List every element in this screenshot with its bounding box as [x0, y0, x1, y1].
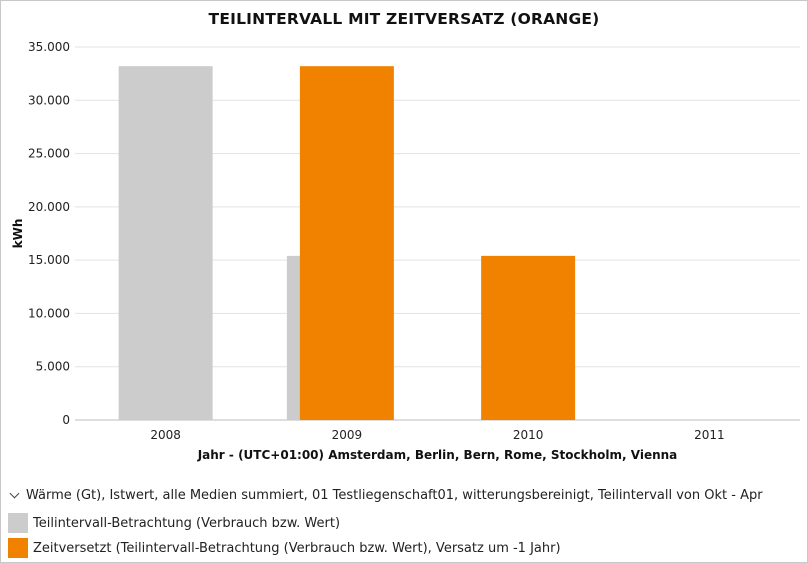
y-tick-label: 25.000: [28, 147, 70, 161]
x-tick-label: 2011: [694, 428, 725, 442]
y-tick-label: 35.000: [28, 40, 70, 54]
legend-item-teilintervall[interactable]: Teilintervall-Betrachtung (Verbrauch bzw…: [8, 513, 340, 533]
legend-item-label: Teilintervall-Betrachtung (Verbrauch bzw…: [33, 515, 341, 531]
y-tick-label: 5.000: [36, 360, 70, 374]
chevron-down-icon[interactable]: [9, 488, 20, 499]
y-tick-label: 15.000: [28, 253, 70, 267]
x-axis-label: Jahr - (UTC+01:00) Amsterdam, Berlin, Be…: [197, 448, 678, 462]
legend-swatch: [8, 513, 28, 533]
x-tick-label: 2008: [150, 428, 181, 442]
bar-zeitversetzt: [299, 66, 394, 420]
legend-item-label: Zeitversetzt (Teilintervall-Betrachtung …: [33, 540, 561, 556]
y-tick-label: 0: [62, 413, 70, 427]
bar-teilintervall: [118, 66, 213, 420]
legend-item-zeitversetzt[interactable]: Zeitversetzt (Teilintervall-Betrachtung …: [8, 538, 561, 558]
y-tick-label: 20.000: [28, 200, 70, 214]
bar-chart: 0 5.000 10.000 15.000 20.000 25.000 30.000 35.0…: [11, 40, 800, 462]
x-tick-label: 2010: [513, 428, 544, 442]
legend-header-label: Wärme (Gt), Istwert, alle Medien summier…: [26, 488, 763, 503]
chart-title: TEILINTERVALL MIT ZEITVERSATZ (ORANGE): [208, 10, 600, 28]
bar-zeitversetzt: [481, 255, 576, 420]
y-axis-label: kWh: [11, 219, 25, 249]
y-tick-label: 10.000: [28, 306, 70, 320]
x-tick-label: 2009: [332, 428, 363, 442]
legend-swatch: [8, 538, 28, 558]
y-tick-label: 30.000: [28, 93, 70, 107]
legend-group-header[interactable]: Wärme (Gt), Istwert, alle Medien summier…: [8, 488, 763, 503]
